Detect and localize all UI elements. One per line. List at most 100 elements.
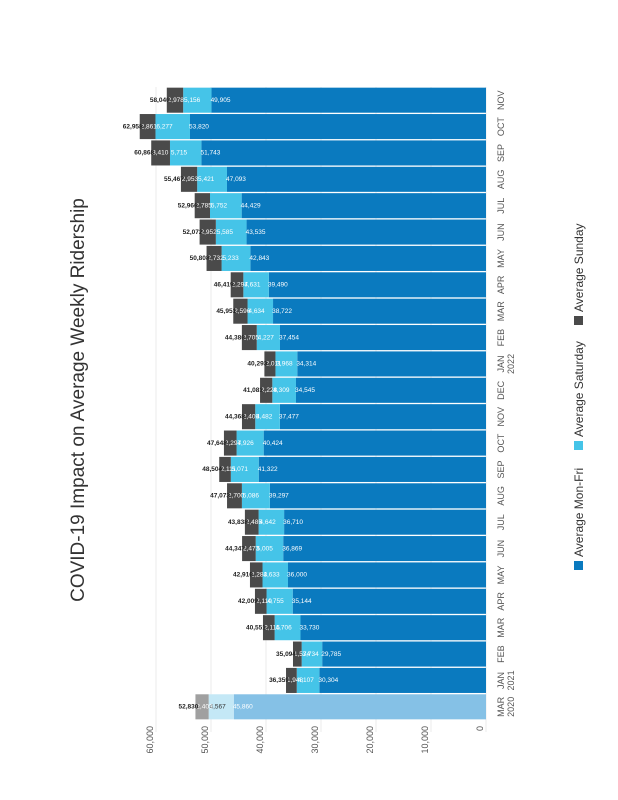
bar-segment <box>189 114 487 140</box>
bar-segment <box>286 667 297 693</box>
bar-value-label: 5,005 <box>257 545 274 552</box>
bar-total-label: 35,094 <box>276 651 296 658</box>
x-tick-label: OCT <box>496 117 506 137</box>
bar-segment <box>260 377 273 403</box>
x-tick-label: JUN <box>496 223 506 241</box>
bar-segment <box>221 245 251 271</box>
bar-value-label: 4,642 <box>259 519 276 526</box>
y-tick-label: 30,000 <box>310 726 320 754</box>
bar-segment <box>254 588 267 614</box>
bar-value-label: 45,860 <box>233 704 253 711</box>
bar-value-label: 2,705 <box>243 334 260 341</box>
bar-segment <box>246 219 486 245</box>
bar-value-label: 4,309 <box>273 387 290 394</box>
legend-swatch-mon-fri <box>574 561 583 570</box>
bar-segment <box>219 456 231 482</box>
bar-value-label: 2,700 <box>228 493 245 500</box>
legend-label-sunday: Average Sunday <box>572 223 586 312</box>
bar-total-label: 44,368 <box>225 413 245 420</box>
bar-segment <box>296 377 486 403</box>
bar-segment <box>255 536 284 562</box>
x-tick-label: NOV <box>496 407 506 427</box>
bar-total-label: 42,916 <box>233 572 253 579</box>
x-tick-label: MAR <box>496 617 506 638</box>
bar-segment <box>292 588 487 614</box>
bar-value-label: 2,953 <box>182 176 199 183</box>
bar-segment <box>275 351 298 377</box>
bar-value-label: 4,634 <box>248 308 265 315</box>
bar-segment <box>215 219 247 245</box>
bar-segment <box>300 615 486 641</box>
bar-segment <box>283 536 486 562</box>
bar-value-label: 3,968 <box>276 361 293 368</box>
bar-total-label: 52,966 <box>178 202 198 209</box>
bar-value-label: 2,403 <box>196 704 213 711</box>
x-tick-label: MAY <box>496 249 506 268</box>
bar-value-label: 49,905 <box>211 97 231 104</box>
bar-segment <box>292 641 302 667</box>
bar-value-label: 4,755 <box>267 598 284 605</box>
bar-segment <box>233 694 486 720</box>
x-tick-label: NOV <box>496 90 506 110</box>
bar-segment <box>180 166 198 192</box>
bar-segment <box>195 694 209 720</box>
bar-value-label: 1,948 <box>287 677 304 684</box>
bar-value-label: 4,227 <box>258 334 275 341</box>
bar-value-label: 2,011 <box>265 361 281 368</box>
bar-total-label: 58,040 <box>150 97 170 104</box>
x-tick-label: JUN <box>496 540 506 558</box>
bar-segment <box>319 667 486 693</box>
bar-value-label: 2,111 <box>221 466 237 473</box>
bars <box>139 87 487 720</box>
bar-total-label: 43,838 <box>228 519 248 526</box>
bar-segment <box>273 298 486 324</box>
bar-total-label: 52,072 <box>183 229 203 236</box>
bar-total-label: 55,467 <box>164 176 184 183</box>
bar-value-label: 3,734 <box>303 651 320 658</box>
bar-value-label: 4,107 <box>298 677 315 684</box>
bar-segment <box>269 483 486 509</box>
bar-segment <box>274 615 301 641</box>
bar-value-label: 44,429 <box>241 202 261 209</box>
x-tick-label: JAN2022 <box>496 354 516 374</box>
bar-segment <box>241 193 486 219</box>
bar-value-label: 5,421 <box>198 176 215 183</box>
x-tick-label: FEB <box>496 329 506 347</box>
legend: Average Mon-Fri Average Saturday Average… <box>572 223 586 570</box>
bar-value-label: 2,228 <box>261 387 278 394</box>
bar-value-label: 2,596 <box>234 308 251 315</box>
bar-segment <box>155 114 190 140</box>
bar-value-label: 2,283 <box>251 572 268 579</box>
bar-total-label: 36,359 <box>269 677 289 684</box>
bar-value-label: 4,631 <box>244 282 261 289</box>
x-tick-label: DEC <box>496 380 506 400</box>
bar-value-label: 36,710 <box>283 519 303 526</box>
bar-value-label: 4,482 <box>256 413 273 420</box>
bar-segment <box>301 641 323 667</box>
bar-segment <box>197 166 227 192</box>
bar-segment <box>227 483 242 509</box>
bar-total-label: 42,009 <box>238 598 258 605</box>
bar-segment <box>258 456 486 482</box>
legend-swatch-sunday <box>574 316 583 325</box>
bar-segment <box>194 193 211 219</box>
bar-segment <box>250 245 486 271</box>
bar-value-label: 53,820 <box>189 123 209 130</box>
x-tick-label: AUG <box>496 486 506 506</box>
bar-value-label: 2,978 <box>168 97 185 104</box>
bar-total-label: 46,419 <box>214 282 234 289</box>
bar-value-label: 30,304 <box>318 677 338 684</box>
y-tick-label: 50,000 <box>200 726 210 754</box>
bar-value-label: 42,843 <box>249 255 269 262</box>
x-tick-label: APR <box>496 275 506 294</box>
bar-segment <box>288 562 486 588</box>
bar-total-label: 50,808 <box>190 255 210 262</box>
bar-value-label: 4,926 <box>237 440 254 447</box>
bar-total-label: 45,951 <box>216 308 236 315</box>
bar-value-label: 2,297 <box>232 282 249 289</box>
bar-segment <box>322 641 486 667</box>
bar-value-label: 2,115 <box>264 624 280 631</box>
bar-segment <box>268 272 486 298</box>
bar-segment <box>226 166 486 192</box>
bar-value-label: 5,585 <box>217 229 234 236</box>
